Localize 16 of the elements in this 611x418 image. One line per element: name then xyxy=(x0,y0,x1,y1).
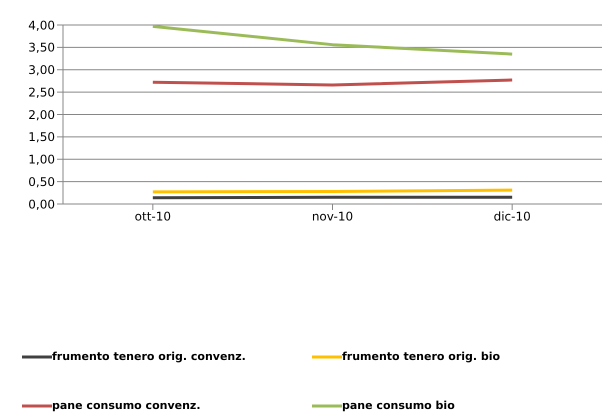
y-tick-label: 4,00 xyxy=(28,18,55,32)
y-tick-label: 2,00 xyxy=(28,108,55,122)
x-tick-label: nov-10 xyxy=(312,210,354,224)
y-tick-label: 3,00 xyxy=(28,63,55,78)
legend-label: pane consumo bio xyxy=(342,399,455,412)
x-tick-label: dic-10 xyxy=(494,210,531,224)
y-tick-label: 0,00 xyxy=(28,197,55,212)
y-tick-label: 2,50 xyxy=(28,85,55,100)
y-tick-label: 3,50 xyxy=(28,40,55,55)
y-tick-label: 1,50 xyxy=(28,130,55,144)
y-tick-label: 0,50 xyxy=(28,174,55,189)
legend-label: frumento tenero orig. bio xyxy=(342,350,500,363)
legend-label: frumento tenero orig. convenz. xyxy=(52,350,246,363)
y-tick-label: 1,00 xyxy=(28,152,55,167)
legend-label: pane consumo convenz. xyxy=(52,399,201,412)
x-tick-label: ott-10 xyxy=(134,210,172,224)
